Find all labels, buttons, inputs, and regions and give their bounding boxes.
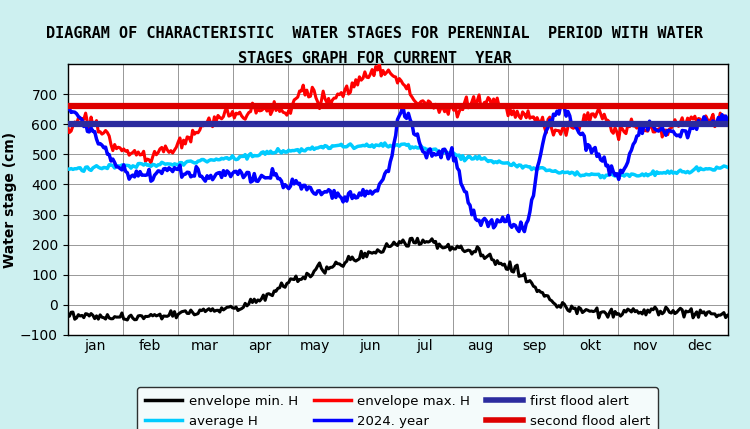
Legend: envelope min. H, average H, envelope max. H, 2024. year, first flood alert, seco: envelope min. H, average H, envelope max…: [137, 387, 658, 429]
Text: STAGES GRAPH FOR CURRENT  YEAR: STAGES GRAPH FOR CURRENT YEAR: [238, 51, 512, 66]
Text: DIAGRAM OF CHARACTERISTIC  WATER STAGES FOR PERENNIAL  PERIOD WITH WATER: DIAGRAM OF CHARACTERISTIC WATER STAGES F…: [46, 26, 703, 41]
Y-axis label: Water stage (cm): Water stage (cm): [3, 131, 17, 268]
